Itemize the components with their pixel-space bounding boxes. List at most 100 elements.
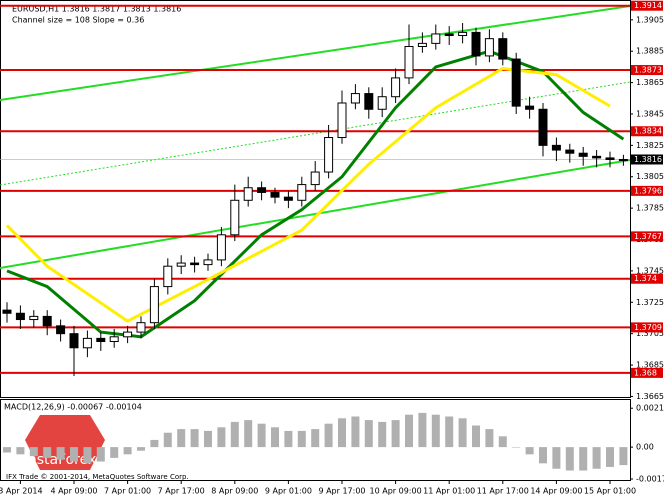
candle-body (484, 38, 494, 57)
y-tick-label: 1.3865 (636, 78, 664, 87)
candle-body (216, 234, 226, 261)
macd-bar (485, 429, 494, 448)
level-tag (631, 185, 663, 196)
copyright: IFX Trade © 2001-2014, MetaQuotes Softwa… (6, 473, 189, 481)
candle-body (324, 137, 334, 173)
level-tag (631, 0, 663, 11)
level-tag (631, 126, 663, 137)
candle-body (431, 33, 441, 44)
candle-body (176, 262, 186, 267)
macd-bar (525, 447, 534, 455)
candle-body (310, 171, 320, 186)
y-tick-label: 1.3685 (636, 361, 664, 370)
level-label: 1.3914 (634, 1, 662, 10)
candle-body (364, 93, 374, 110)
channel-line (0, 5, 631, 101)
candle-body (337, 102, 347, 139)
candle-body (297, 184, 307, 201)
candle-body (270, 191, 280, 198)
macd-bar (472, 425, 480, 448)
macd-bar (43, 447, 52, 458)
candle-body (350, 93, 360, 104)
y-tick-label: 1.3785 (636, 204, 664, 213)
macd-bar (539, 447, 547, 464)
candle-body (511, 58, 521, 107)
level-label: 1.3796 (634, 186, 662, 195)
x-tick-label: 7 Apr 17:00 (158, 487, 205, 496)
logo: InstaForex (24, 452, 97, 468)
macd-bar (351, 416, 360, 448)
candle-body (377, 96, 387, 110)
candle-body (96, 337, 106, 343)
last-price-tag (631, 154, 663, 165)
candle-body (163, 265, 173, 288)
y-tick-label: 1.3885 (636, 47, 664, 56)
y-tick-label: 1.3805 (636, 172, 664, 181)
macd-frame (0, 399, 631, 481)
y-tick-label: 1.3845 (636, 109, 664, 118)
candle-body (578, 152, 588, 157)
macd-bar (284, 430, 293, 448)
candle-body (123, 331, 133, 338)
level-label: 1.374 (634, 274, 657, 283)
candle-body (109, 336, 119, 343)
macd-bar (56, 447, 65, 460)
candle-body (283, 196, 293, 201)
level-label: 1.3873 (634, 66, 662, 75)
x-tick-label: 11 Apr 17:00 (477, 487, 529, 496)
macd-bar (378, 421, 387, 448)
macd-bar (445, 416, 454, 448)
chart-title: EURUSD,H1 1.3816 1.3817 1.3813 1.3816 (12, 5, 181, 14)
candle-body (525, 105, 535, 110)
macd-bar (96, 447, 105, 462)
macd-tick-label: -0.00177 (636, 475, 664, 484)
last-price-label: 1.3816 (634, 155, 662, 164)
candle-body (230, 199, 240, 236)
candle-body (471, 31, 481, 57)
level-label: 1.368 (634, 368, 657, 377)
x-tick-label: 10 Apr 09:00 (370, 487, 422, 496)
moving-average (6, 49, 625, 339)
macd-tick-label: 0.00 (636, 443, 654, 452)
macd-bar (606, 447, 614, 467)
macd-bar (110, 447, 119, 458)
macd-bar (391, 420, 400, 448)
macd-bar (177, 429, 186, 448)
y-tick-label: 1.3745 (636, 266, 664, 275)
candle-body (417, 42, 427, 48)
macd-bar (297, 430, 306, 448)
candle-body (149, 286, 159, 324)
candle-body (605, 157, 615, 160)
candle-body (2, 309, 12, 314)
candle-body (15, 312, 25, 321)
channel-line (0, 159, 631, 269)
candle-body (136, 322, 146, 333)
macd-title: MACD(12,26,9) -0.00067 -0.00104 (4, 403, 142, 412)
macd-bar (592, 447, 601, 469)
candle-body (444, 33, 454, 37)
macd-bar (324, 423, 333, 448)
subtitle: Channel size = 108 Slope = 0.36 (12, 16, 144, 25)
main-frame (0, 0, 631, 398)
x-tick-label: 8 Apr 09:00 (211, 487, 258, 496)
candle-body (243, 187, 253, 201)
candle-body (257, 187, 267, 193)
x-tick-label: 9 Apr 17:00 (318, 487, 365, 496)
candle-body (565, 149, 575, 154)
x-tick-label: 4 Apr 09:00 (50, 487, 97, 496)
macd-bar (271, 427, 279, 448)
candle-body (56, 325, 66, 335)
moving-average (5, 66, 611, 323)
macd-bar (405, 414, 413, 448)
level-tag (631, 65, 663, 76)
macd-bar (16, 447, 25, 455)
y-tick-label: 1.3725 (636, 298, 664, 307)
x-tick-label: 11 Apr 01:00 (423, 487, 475, 496)
macd-bar (244, 420, 253, 448)
y-tick-label: 1.3705 (636, 329, 664, 338)
macd-bar (123, 447, 132, 455)
candle-body (69, 333, 79, 349)
candle-body (190, 262, 200, 266)
macd-bar (230, 421, 239, 448)
